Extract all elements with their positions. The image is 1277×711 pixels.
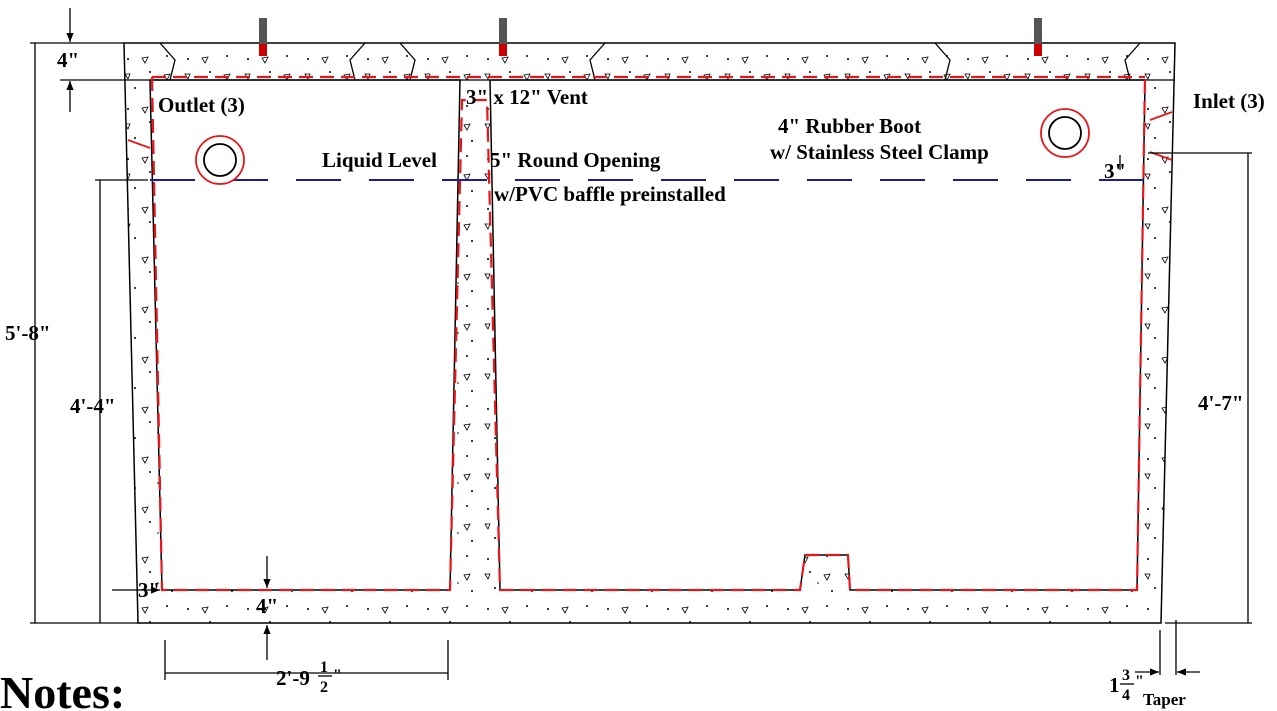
label: Liquid Level	[322, 148, 437, 172]
label: w/PVC baffle preinstalled	[494, 182, 726, 206]
concrete	[123, 42, 1176, 624]
dimension-label: Taper	[1143, 690, 1186, 709]
dimension-label: 5'-8"	[5, 321, 51, 345]
label: w/ Stainless Steel Clamp	[770, 140, 989, 164]
dimension-label: "	[1135, 673, 1144, 690]
label: Outlet (3)	[158, 93, 245, 117]
inner-outline	[150, 75, 1147, 592]
label: Inlet (3)	[1193, 89, 1265, 113]
label: 5" Round Opening	[490, 148, 661, 172]
outlet-pipe	[195, 135, 245, 185]
inlet-pipe	[1040, 108, 1090, 158]
fraction-num: 1	[320, 659, 328, 676]
dimension-lines	[30, 42, 1252, 680]
dimension-label: 1	[1109, 673, 1120, 697]
dimension-label: 4'-4"	[70, 394, 116, 418]
dimension-label: 2'-9	[276, 666, 310, 690]
notes-heading: Notes:	[0, 667, 125, 711]
fraction-den: 4	[1122, 687, 1130, 704]
dimension-label: 3"	[138, 578, 160, 602]
lifting-studs	[259, 18, 1042, 56]
dimension-label: 4"	[256, 594, 278, 618]
knockouts	[159, 42, 1141, 81]
label: 4" Rubber Boot	[778, 114, 921, 138]
dimension-label: 4'-7"	[1198, 391, 1244, 415]
fraction-den: 2	[320, 679, 328, 696]
dimension-label: 3"	[1104, 159, 1126, 183]
label: 3" x 12" Vent	[466, 85, 588, 109]
dimension-label: 4"	[57, 48, 79, 72]
dimension-label: "	[333, 667, 342, 684]
fraction-num: 3	[1122, 667, 1130, 684]
